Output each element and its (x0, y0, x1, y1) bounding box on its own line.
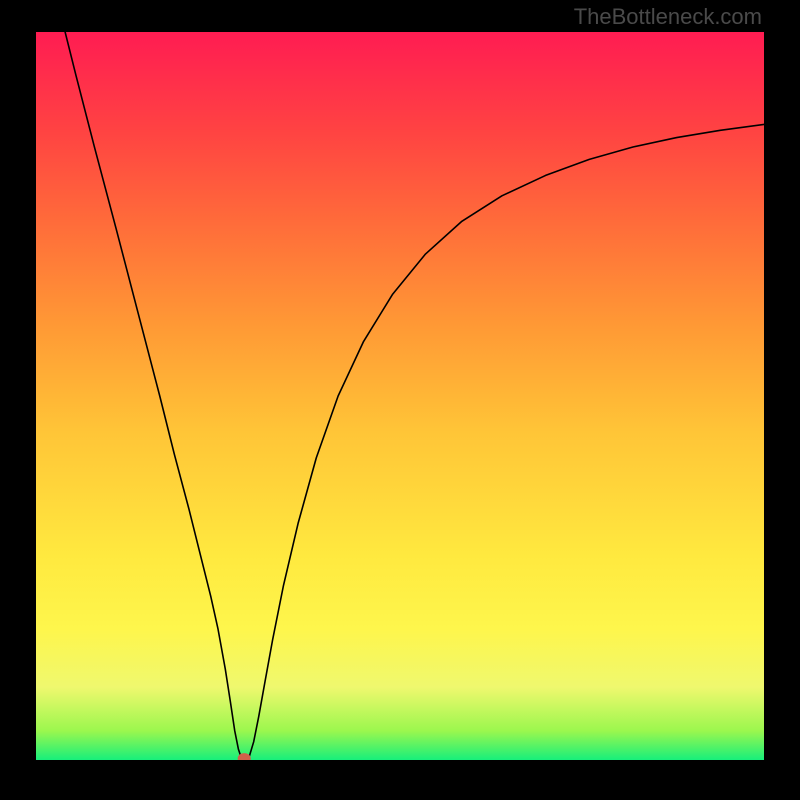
watermark-label: TheBottleneck.com (574, 4, 762, 30)
curve-overlay (36, 32, 764, 760)
chart-plot-area (36, 32, 764, 760)
bottleneck-curve (65, 32, 764, 760)
